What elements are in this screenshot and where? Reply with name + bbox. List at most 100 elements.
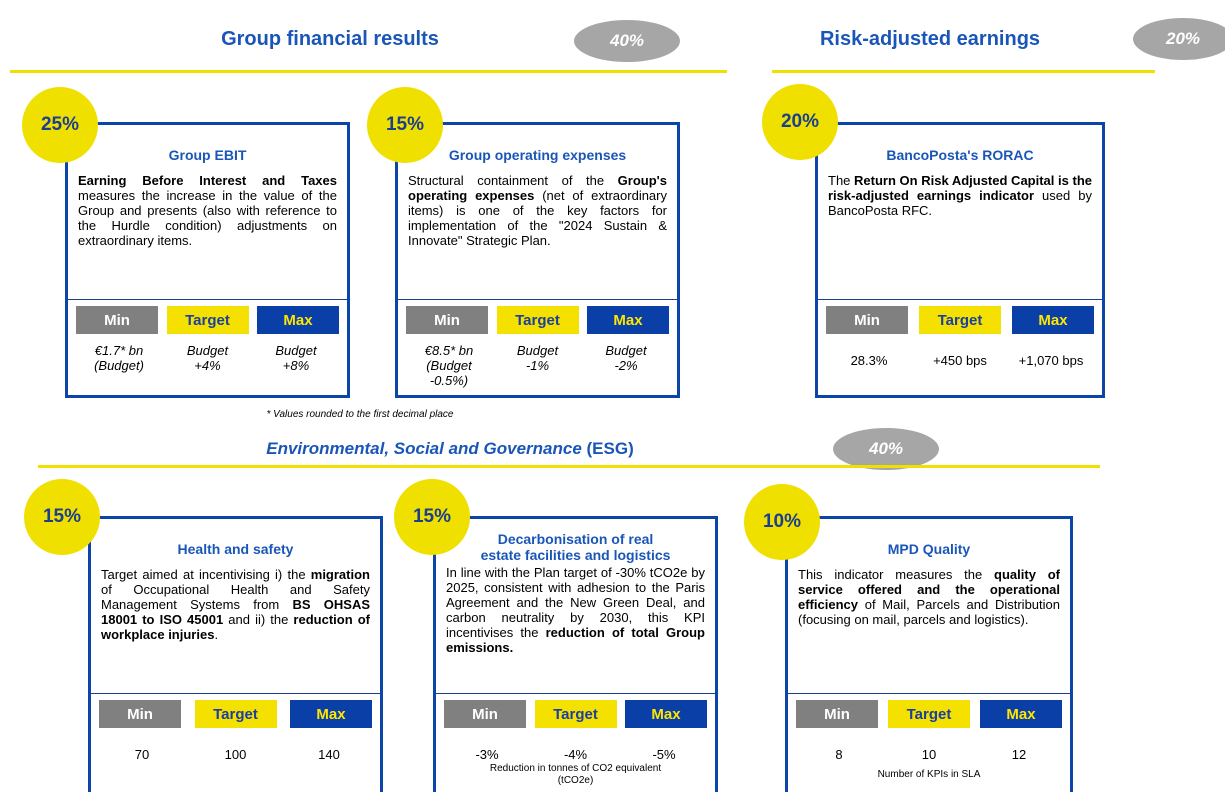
card-head: Group operating expenses Structural conta… [408, 125, 667, 297]
value-line: +450 bps [933, 353, 987, 368]
value-line: Budget [275, 343, 317, 358]
card-head: Group EBIT Earning Before Interest and Ta… [78, 125, 337, 297]
divider [10, 70, 727, 73]
card-note: Reduction in tonnes of CO2 equivalent (t… [489, 763, 662, 786]
text-segment: reduction of workplace injuries [101, 612, 370, 642]
text-segment: measures the increase in the value of th… [78, 188, 337, 248]
range-label: Min [444, 700, 526, 728]
weight-circle: 15% [367, 87, 443, 163]
range-values: 70 100 140 [99, 737, 372, 762]
text-segment: Return On Risk Adjusted Capital is the r… [828, 173, 1092, 203]
weight-circle: 10% [744, 484, 820, 560]
value-line: -0.5%) [429, 373, 469, 388]
text-segment: and ii) the [223, 612, 294, 627]
range-values: 28.3% +450 bps +1,070 bps [826, 343, 1094, 368]
range-values: €1.7* bn (Budget) Budget +4% Budget +8% [76, 343, 339, 373]
range-value: Budget -1% [495, 343, 581, 388]
value-line: 100 [224, 747, 247, 762]
range-label: Min [406, 306, 488, 334]
weight-circle: 15% [24, 479, 100, 555]
text-segment: In line with the Plan target of -30% tCO… [446, 565, 705, 640]
weight-circle: 15% [394, 479, 470, 555]
range-value: 12 [976, 747, 1062, 762]
value-line: -3% [475, 747, 499, 762]
value-line: 70 [134, 747, 150, 762]
text-segment: This indicator measures the [798, 567, 995, 582]
range-label: Max [587, 306, 669, 334]
range-value: 70 [99, 747, 185, 762]
range-label: Target [194, 700, 277, 728]
card-head: Decarbonisation of real estate facilitie… [446, 519, 705, 691]
value-line: +1,070 bps [1018, 353, 1084, 368]
card-description: The Return On Risk Adjusted Capital is t… [828, 173, 1092, 218]
card-note: Number of KPIs in SLA [877, 769, 981, 780]
weight-pill: 20% [1133, 18, 1225, 60]
kpi-card: Decarbonisation of real estate facilitie… [433, 516, 718, 792]
range-labels: Min Target Max [796, 700, 1062, 728]
range-values: €8.5* bn (Budget -0.5%) Budget -1% Budget -2% [406, 343, 669, 388]
value-line: Budget [186, 343, 229, 358]
divider [772, 70, 1155, 73]
range-labels: Min Target Max [406, 306, 669, 334]
range-values: -3% -4% -5% [444, 737, 707, 762]
value-line: €8.5* bn [424, 343, 474, 358]
range-value: 100 [193, 747, 279, 762]
text-segment: quality of service offered and the opera… [798, 567, 1060, 612]
value-line: -2% [614, 358, 638, 373]
card-title: Health and safety [177, 541, 294, 557]
value-line: 8 [835, 747, 843, 762]
card-description: Earning Before Interest and Taxes measur… [78, 173, 337, 248]
range-label: Max [1012, 306, 1094, 334]
range-labels: Min Target Max [76, 306, 339, 334]
section-title: Environmental, Social and Governance (ES… [250, 439, 650, 459]
card-description: Target aimed at incentivising i) the mig… [101, 567, 370, 642]
range-value: 10 [886, 747, 972, 762]
range-label: Min [99, 700, 181, 728]
text-segment: Target aimed at incentivising i) the [101, 567, 311, 582]
range-value: +1,070 bps [1008, 353, 1094, 368]
value-line: (Budget) [94, 358, 144, 373]
range-label: Target [496, 306, 579, 334]
separator [91, 693, 380, 694]
range-value: Budget -2% [583, 343, 669, 388]
range-label: Min [76, 306, 158, 334]
text-segment: Earning Before Interest and Taxes [78, 173, 337, 188]
title-segment: (ESG) [581, 439, 634, 458]
range-label: Target [888, 700, 970, 728]
range-label: Target [166, 306, 249, 334]
separator [436, 693, 715, 694]
text-segment: BS OHSAS 18001 to ISO 45001 [101, 597, 371, 627]
text-segment: migration [310, 567, 370, 582]
text-segment: . [214, 627, 219, 642]
card-head: MPD Quality This indicator measures the q… [798, 519, 1060, 691]
range-label: Max [980, 700, 1062, 728]
kpi-card: Health and safety Target aimed at incenti… [88, 516, 383, 792]
kpi-card: Group operating expenses Structural conta… [395, 122, 680, 398]
text-segment: Group's operating expenses [408, 173, 667, 203]
range-value: €8.5* bn (Budget -0.5%) [406, 343, 492, 388]
range-labels: Min Target Max [99, 700, 372, 728]
range-value: 28.3% [826, 353, 912, 368]
value-line: €1.7* bn [94, 343, 144, 358]
range-label: Target [534, 700, 617, 728]
range-value: Budget +8% [253, 343, 339, 373]
card-title: Group EBIT [168, 147, 247, 163]
range-labels: Min Target Max [826, 306, 1094, 334]
value-line: -1% [525, 358, 550, 373]
text-segment: Structural containment of the [408, 173, 618, 188]
range-label: Min [826, 306, 908, 334]
card-head: BancoPosta's RORAC The Return On Risk Adj… [828, 125, 1092, 297]
separator [818, 299, 1102, 300]
weight-pill: 40% [574, 20, 680, 62]
weight-pill: 40% [833, 428, 939, 470]
value-line: -5% [652, 747, 676, 762]
range-value: -5% [621, 747, 707, 762]
range-label: Max [290, 700, 372, 728]
value-line: Budget [516, 343, 559, 358]
card-description: Structural containment of the Group's op… [408, 173, 667, 248]
range-label: Min [796, 700, 878, 728]
range-value: +450 bps [917, 353, 1003, 368]
range-value: 8 [796, 747, 882, 762]
value-line: 12 [1011, 747, 1027, 762]
